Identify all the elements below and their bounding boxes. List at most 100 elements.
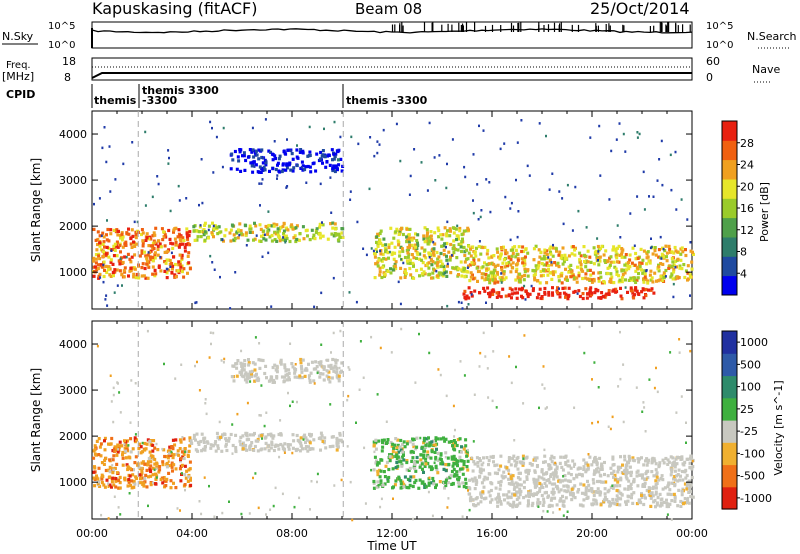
noise-cell <box>561 197 564 200</box>
data-cell <box>267 149 271 153</box>
noise-cell <box>198 389 201 392</box>
y-tick-label: 4000 <box>59 128 87 141</box>
noise-cell <box>362 247 365 250</box>
data-cell <box>163 250 167 254</box>
data-cell <box>276 163 279 167</box>
data-cell <box>181 270 184 274</box>
data-cell <box>294 448 298 452</box>
data-cell <box>149 443 153 447</box>
data-cell <box>581 292 585 296</box>
data-cell <box>258 223 262 227</box>
data-cell <box>631 246 635 250</box>
noise-cell <box>558 508 561 511</box>
data-cell <box>300 376 304 380</box>
data-cell <box>94 253 98 257</box>
data-cell <box>382 438 386 442</box>
data-cell <box>388 454 392 458</box>
data-cell <box>615 256 619 260</box>
colorbar-swatch <box>722 140 737 161</box>
data-cell <box>392 485 395 489</box>
noise-cell <box>597 420 599 424</box>
data-cell <box>446 229 449 233</box>
data-cell <box>522 486 526 490</box>
data-cell <box>561 286 565 290</box>
data-cell <box>608 280 612 284</box>
data-cell <box>432 247 436 251</box>
noise-cell <box>382 128 385 132</box>
data-cell <box>599 474 603 478</box>
data-cell <box>600 464 603 468</box>
data-cell <box>669 275 673 279</box>
data-cell <box>644 293 648 298</box>
data-cell <box>323 155 327 159</box>
data-cell <box>595 479 599 484</box>
noise-cell <box>320 343 323 346</box>
data-cell <box>612 288 616 292</box>
data-cell <box>227 439 231 443</box>
noise-cell <box>122 162 125 166</box>
data-cell <box>381 265 385 269</box>
data-cell <box>129 437 133 441</box>
data-cell <box>553 270 557 274</box>
data-cell <box>151 255 155 259</box>
data-cell <box>518 493 522 497</box>
data-cell <box>619 455 622 459</box>
data-cell <box>263 371 267 376</box>
data-cell <box>410 253 414 257</box>
data-cell <box>594 470 597 474</box>
noise-cell <box>332 276 335 280</box>
noise-cell <box>611 415 614 419</box>
noise-cell <box>194 301 197 305</box>
data-cell <box>444 478 448 482</box>
data-cell <box>402 482 406 486</box>
data-cell <box>283 442 287 446</box>
data-cell <box>381 252 385 256</box>
data-cell <box>460 240 464 244</box>
data-cell <box>405 227 409 231</box>
data-cell <box>488 293 492 297</box>
data-cell <box>174 438 178 442</box>
noise-cell <box>585 226 588 229</box>
data-cell <box>455 237 458 242</box>
data-cell <box>634 280 638 284</box>
data-cell <box>125 231 129 235</box>
data-cell <box>304 436 308 440</box>
noise-cell <box>444 271 447 275</box>
data-cell <box>471 479 475 483</box>
data-cell <box>263 168 267 172</box>
data-cell <box>618 484 622 488</box>
data-cell <box>457 482 461 486</box>
noise-cell <box>413 148 416 151</box>
data-cell <box>232 233 236 237</box>
data-cell <box>266 230 270 234</box>
data-cell <box>331 444 335 448</box>
noise-cell <box>516 235 519 239</box>
noise-cell <box>500 281 503 284</box>
data-cell <box>620 255 624 259</box>
data-cell <box>496 272 499 276</box>
noise-cell <box>231 423 234 426</box>
data-cell <box>102 274 106 279</box>
data-cell <box>409 450 413 454</box>
data-cell <box>573 289 577 294</box>
data-cell <box>397 460 401 464</box>
data-cell <box>140 228 144 232</box>
data-cell <box>312 438 316 442</box>
data-cell <box>684 253 688 258</box>
nsearch-spikes <box>91 22 691 48</box>
noise-cell <box>562 222 565 226</box>
data-cell <box>416 252 420 256</box>
data-cell <box>115 240 119 244</box>
noise-cell <box>376 140 379 143</box>
data-cell <box>468 478 472 482</box>
data-cell <box>431 260 435 264</box>
data-cell <box>559 488 563 492</box>
data-cell <box>236 359 240 363</box>
data-cell <box>497 480 501 484</box>
noise-cell <box>648 195 650 198</box>
data-cell <box>299 444 303 448</box>
noise-cell <box>218 420 221 424</box>
data-cell <box>560 465 564 469</box>
data-cell <box>128 456 132 460</box>
data-cell <box>661 262 665 266</box>
